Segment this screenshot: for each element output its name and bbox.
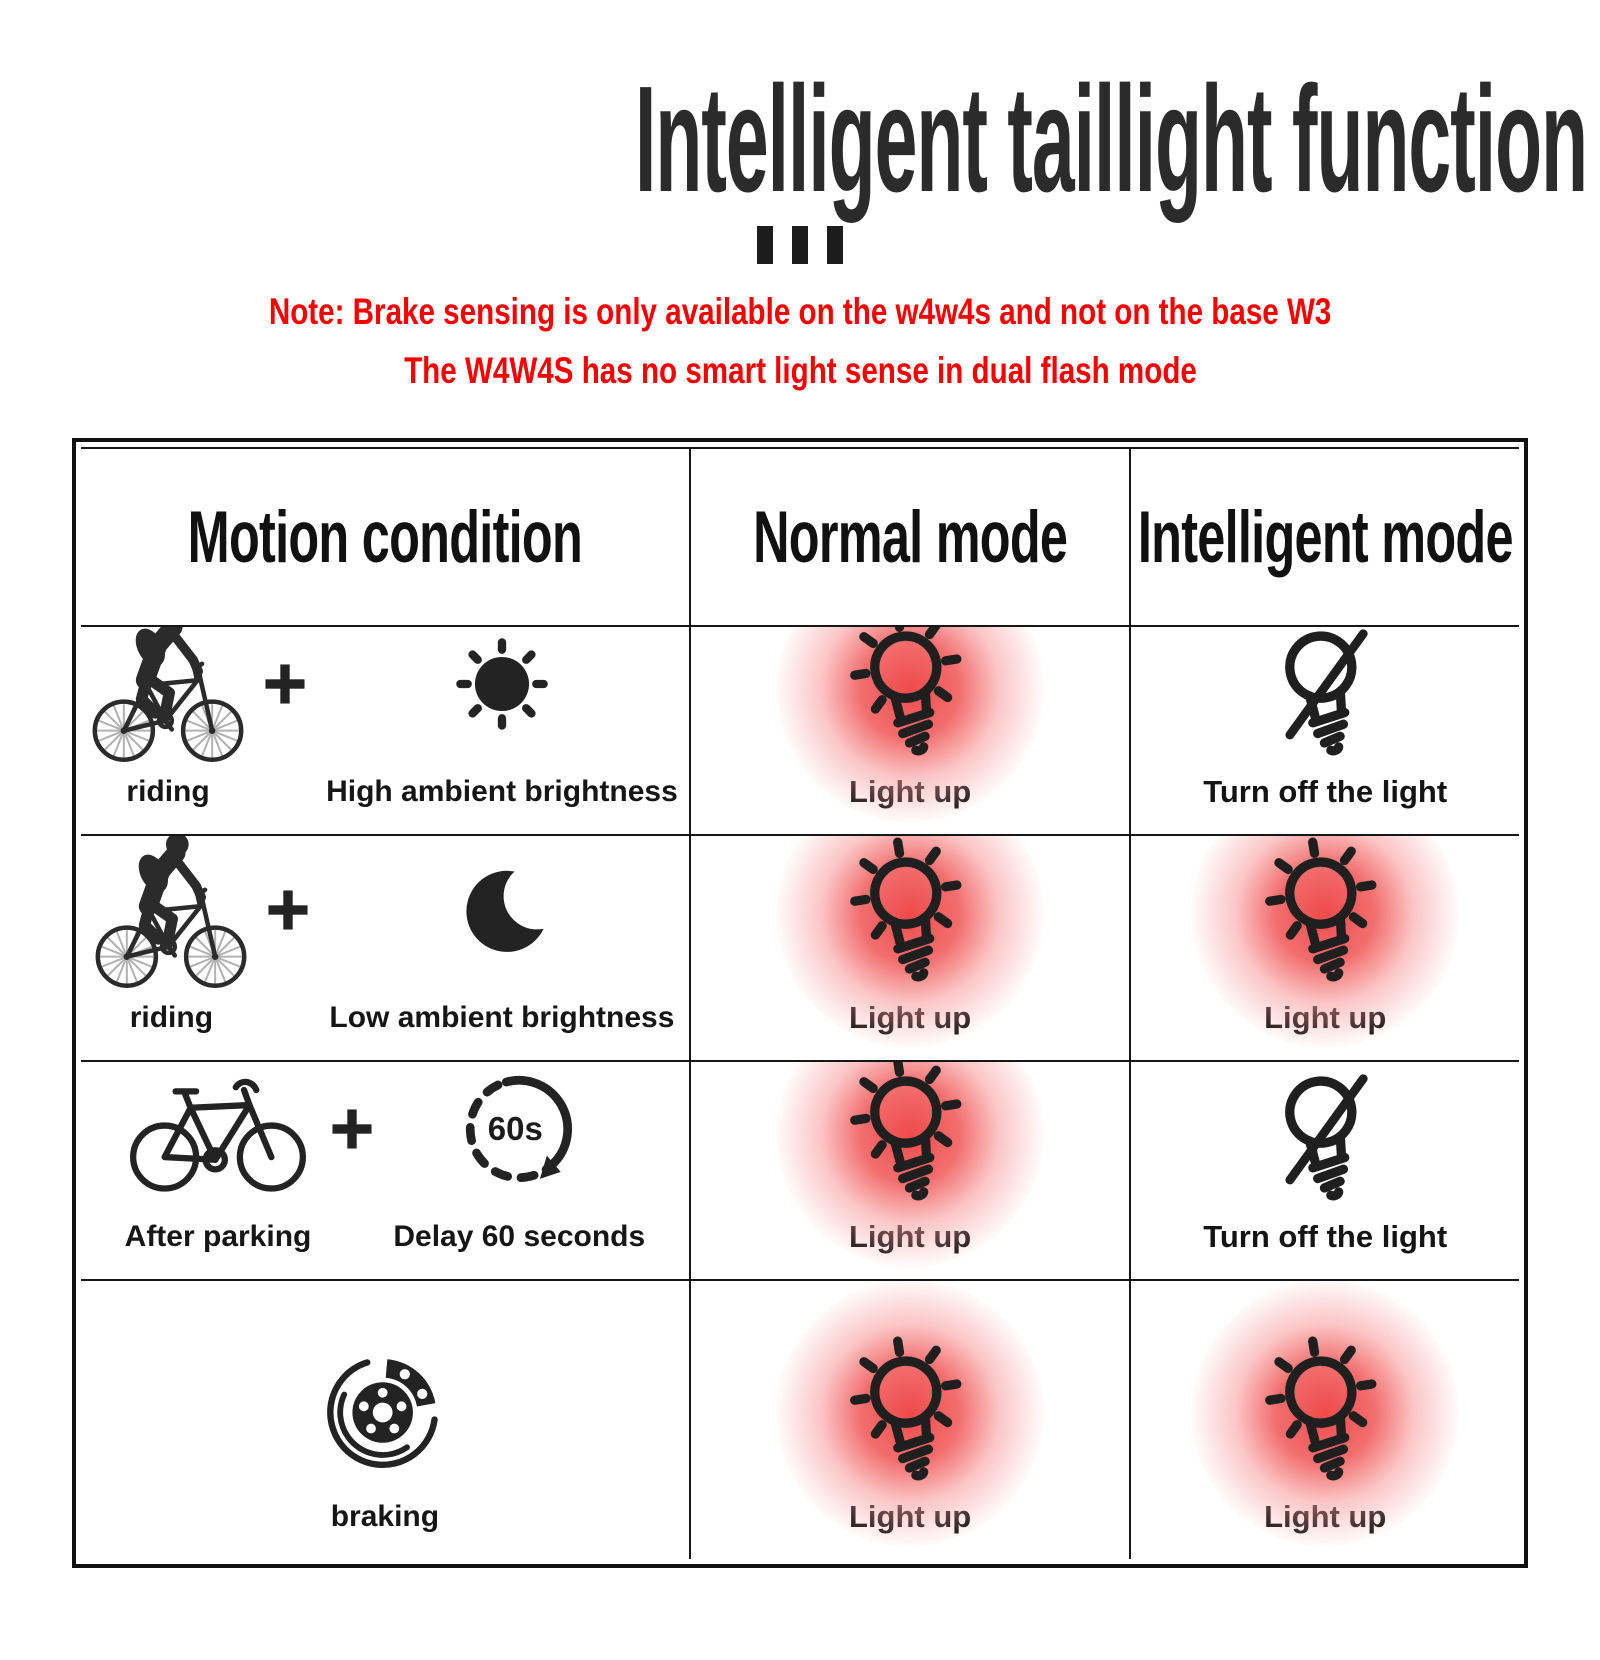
- motion-cell-riding-day: riding High ambient brightness: [81, 625, 689, 834]
- motion-cell-braking: braking: [81, 1279, 689, 1559]
- bulb-on-icon: [848, 837, 972, 992]
- page-title: Intelligent taillight function descripti…: [0, 55, 1600, 224]
- section-divider-dots-icon: [0, 226, 1600, 264]
- bicycle-icon: [129, 1060, 307, 1213]
- mode-label: Turn off the light: [1203, 774, 1448, 809]
- red-glow: [776, 1281, 1045, 1547]
- mode-cell-intelligent-row3: Turn off the light: [1129, 1060, 1519, 1279]
- function-table: Motion condition Normal mode Intelligent…: [72, 438, 1528, 1568]
- bulb-on-icon: [848, 1336, 972, 1491]
- note-line-1: Note: Brake sensing is only available on…: [268, 291, 1332, 332]
- plus-icon: [327, 1060, 377, 1213]
- mode-cell-intelligent-row4: Light up: [1129, 1279, 1519, 1559]
- motion-label: After parking: [124, 1220, 312, 1253]
- bulb-on-icon: [848, 625, 972, 766]
- mode-cell-normal-row1: Light up: [688, 625, 1130, 834]
- header-cell-motion-condition: Motion condition: [187, 496, 583, 578]
- header-cell-normal-mode: Normal mode: [688, 449, 1130, 625]
- divider-bar: [827, 226, 843, 264]
- mode-cell-intelligent-row2: Light up: [1129, 834, 1519, 1060]
- plus-icon: [260, 625, 310, 768]
- cyclist-icon: [95, 834, 247, 994]
- brake-disc-icon: [321, 1325, 449, 1493]
- mode-label: Turn off the light: [1203, 1219, 1448, 1254]
- divider-bar: [792, 226, 808, 264]
- moon-icon: [450, 834, 554, 994]
- motion-label: riding: [129, 1001, 214, 1034]
- bulb-off-icon: [1263, 1060, 1387, 1211]
- motion-label: riding: [126, 775, 210, 808]
- timer-icon: 60s: [461, 1071, 577, 1187]
- motion-label: Delay 60 seconds: [393, 1220, 646, 1253]
- mode-cell-normal-row4: Light up: [688, 1279, 1130, 1559]
- header-cell-intelligent-mode: Intelligent mode: [1129, 449, 1519, 625]
- motion-label: braking: [330, 1500, 440, 1533]
- function-table-grid: Motion condition Normal mode Intelligent…: [81, 447, 1519, 1559]
- mode-cell-normal-row2: Light up: [688, 834, 1130, 1060]
- sun-icon: [450, 625, 554, 768]
- bulb-on-icon: [1263, 1336, 1387, 1491]
- note-line-2: The W4W4S has no smart light sense in du…: [403, 350, 1197, 391]
- motion-label: Low ambient brightness: [329, 1001, 675, 1034]
- mode-cell-intelligent-row1: Turn off the light: [1129, 625, 1519, 834]
- cyclist-icon: [92, 625, 244, 768]
- bulb-on-icon: [1263, 837, 1387, 992]
- warning-note: Note: Brake sensing is only available on…: [0, 286, 1600, 404]
- red-glow: [1191, 1281, 1460, 1547]
- divider-bar: [757, 226, 773, 264]
- timer-label: 60s: [487, 1110, 543, 1147]
- plus-icon: [263, 834, 313, 994]
- motion-cell-parking-delay: After parking 60s Delay 60 seconds: [81, 1060, 689, 1279]
- mode-cell-normal-row3: Light up: [688, 1060, 1130, 1279]
- page-title-text: Intelligent taillight function descripti…: [634, 55, 1600, 224]
- motion-label: High ambient brightness: [326, 775, 678, 808]
- product-infographic: Intelligent taillight function descripti…: [0, 55, 1600, 1568]
- bulb-on-icon: [848, 1060, 972, 1211]
- motion-cell-riding-night: riding Low ambient brightness: [81, 834, 689, 1060]
- bulb-off-icon: [1263, 625, 1387, 766]
